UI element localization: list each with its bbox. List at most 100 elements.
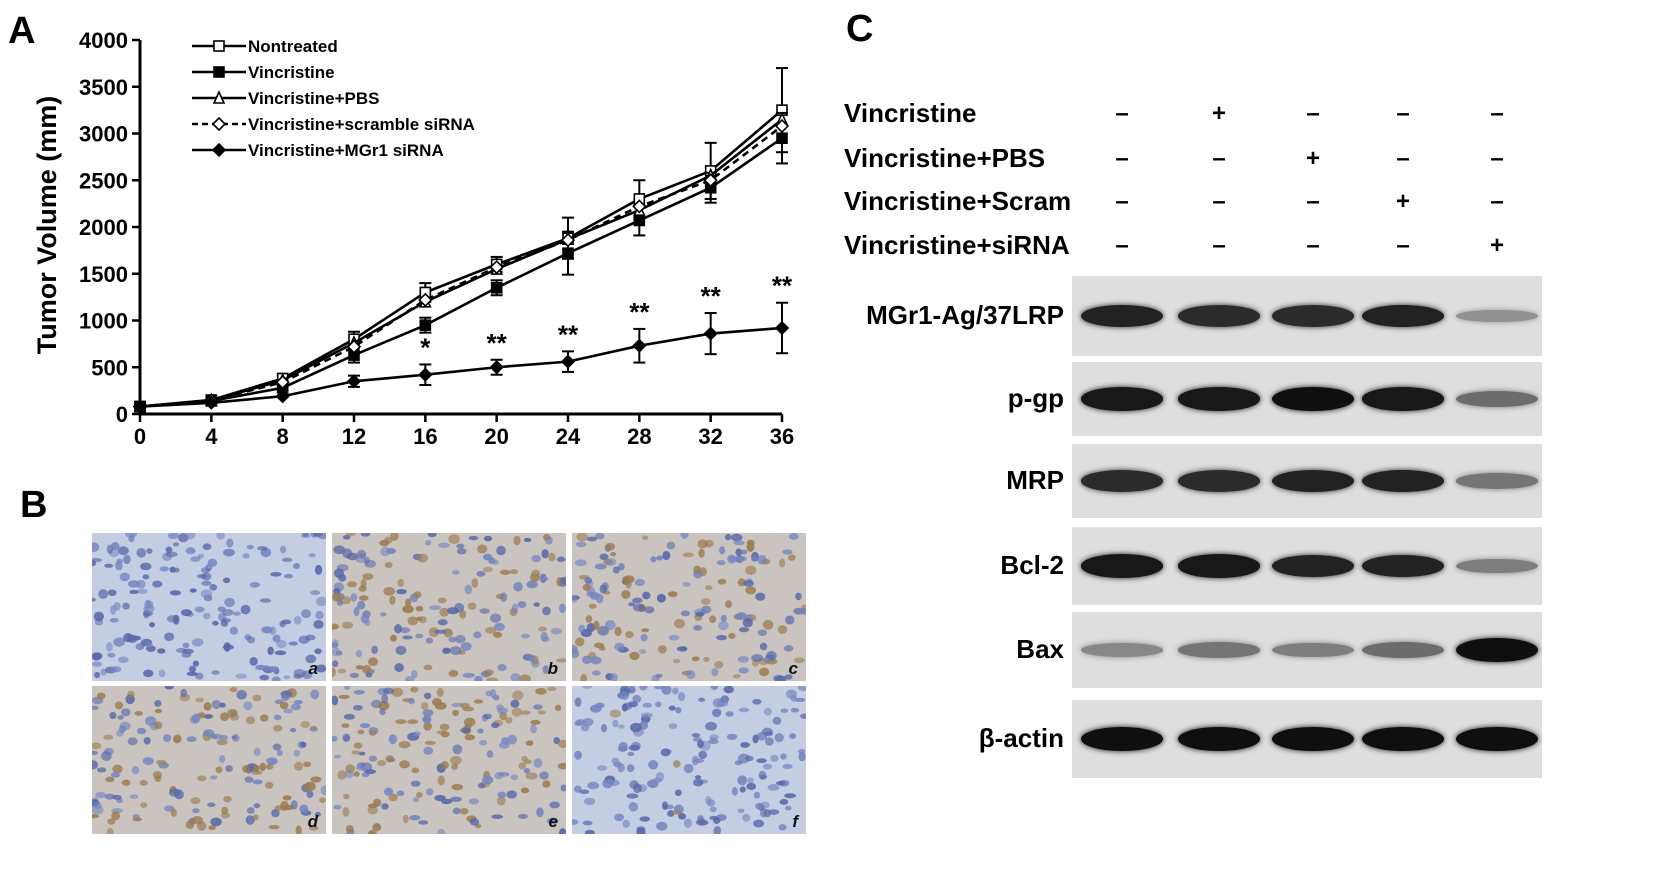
data-point: [204, 395, 219, 410]
legend-entry: Vincristine: [192, 63, 335, 82]
blot-strip: [1072, 362, 1542, 436]
data-point: [419, 319, 432, 331]
data-point: [275, 389, 290, 404]
data-point: [211, 116, 227, 132]
blot-band: [1081, 554, 1163, 578]
series-line: [139, 109, 783, 408]
condition-sign: –: [1306, 232, 1320, 259]
data-point: [418, 367, 433, 382]
legend-label: Vincristine: [248, 63, 335, 82]
data-point: [346, 374, 362, 389]
data-point: [560, 354, 576, 369]
data-point: [703, 173, 718, 188]
series-line: [139, 326, 783, 408]
data-point: [489, 260, 504, 275]
blot-band: [1081, 387, 1163, 411]
ihc-image-b: b: [332, 533, 566, 681]
ihc-image-e: e: [332, 686, 566, 834]
y-tick-label: 3500: [79, 75, 128, 100]
blot-band: [1362, 642, 1444, 658]
blot-strip: [1072, 612, 1542, 688]
data-point: [211, 142, 227, 158]
legend-label: Nontreated: [248, 37, 338, 56]
data-point: [703, 326, 718, 341]
condition-sign: –: [1490, 188, 1504, 215]
condition-sign: –: [1396, 232, 1410, 259]
ihc-texture: [92, 533, 326, 681]
condition-label: Vincristine+Scram: [844, 186, 1072, 216]
data-point: [275, 375, 290, 390]
condition-sign: +: [1305, 145, 1320, 172]
condition-label: Vincristine+siRNA: [844, 230, 1070, 260]
blot-strip: [1072, 700, 1542, 778]
blot-band: [1456, 473, 1538, 489]
ihc-texture: [572, 686, 806, 834]
blot-band: [1362, 304, 1444, 328]
y-tick-label: 500: [91, 355, 128, 380]
blot-band: [1178, 387, 1260, 411]
blot-label: MGr1-Ag/37LRP: [866, 300, 1064, 330]
series-line: [139, 124, 783, 408]
blot-band: [1272, 642, 1354, 658]
data-point: [776, 132, 788, 144]
series-1: [134, 111, 788, 413]
legend-entry: Vincristine+scramble siRNA: [192, 115, 475, 134]
blot-band: [1178, 642, 1260, 658]
series-3: [132, 118, 790, 414]
condition-sign: +: [1211, 100, 1226, 127]
legend-label: Vincristine+scramble siRNA: [248, 115, 475, 134]
blot-band: [1081, 727, 1163, 751]
blot-band: [1272, 305, 1354, 327]
significance-marker: *: [420, 332, 431, 362]
panel-c-letter: C: [846, 8, 874, 50]
condition-sign: –: [1490, 100, 1504, 127]
tumor-volume-chart: 0 500 1000 1500 2000 2500 3000 3500 4000 0 4 8 12 16 2…: [32, 28, 794, 449]
chart-axes: 0 500 1000 1500 2000 2500 3000 3500 4000 0 4 8 12 16 2…: [79, 28, 794, 449]
blot-band: [1456, 558, 1538, 574]
data-point: [774, 118, 790, 134]
blot-band: [1362, 727, 1444, 751]
ihc-image-a: a: [92, 533, 326, 681]
y-tick-label: 0: [116, 402, 128, 427]
ihc-image-label: f: [792, 812, 798, 831]
y-tick-label: 2000: [79, 215, 128, 240]
x-tick-label: 36: [770, 424, 794, 449]
data-point: [632, 338, 647, 353]
blot-band: [1272, 469, 1354, 493]
x-tick-label: 20: [484, 424, 508, 449]
blot-band: [1272, 554, 1354, 578]
legend-entry: Vincristine+MGr1 siRNA: [192, 141, 444, 160]
blot-label: Bax: [1016, 634, 1064, 664]
blot-band: [1456, 391, 1538, 407]
ihc-image-label: e: [548, 812, 558, 831]
data-point: [132, 399, 148, 414]
blot-strip: [1072, 276, 1542, 356]
ihc-texture: [92, 686, 326, 834]
blot-band: [1362, 387, 1444, 411]
ihc-image-c: c: [572, 533, 806, 681]
ihc-texture: [332, 533, 566, 681]
x-tick-label: 16: [413, 424, 437, 449]
blot-strip: [1072, 527, 1542, 605]
x-tick-label: 4: [205, 424, 218, 449]
condition-sign: –: [1212, 188, 1226, 215]
x-tick-label: 0: [134, 424, 146, 449]
panel-b-letter: B: [20, 484, 48, 526]
data-point: [346, 339, 362, 354]
data-point: [212, 90, 226, 104]
blot-band: [1178, 727, 1260, 751]
blot-band: [1362, 554, 1444, 578]
data-point: [490, 281, 503, 294]
data-point: [562, 247, 574, 259]
x-tick-label: 8: [277, 424, 289, 449]
condition-label: Vincristine: [844, 98, 977, 128]
data-point: [418, 292, 433, 308]
panel-a-letter: A: [8, 10, 36, 52]
blot-band: [1272, 387, 1354, 411]
blot-strip: [1072, 444, 1542, 518]
condition-sign: –: [1115, 232, 1129, 259]
blot-band: [1456, 727, 1538, 751]
legend-entry: Nontreated: [192, 37, 338, 56]
data-point: [560, 232, 576, 248]
blot-band: [1456, 638, 1538, 662]
